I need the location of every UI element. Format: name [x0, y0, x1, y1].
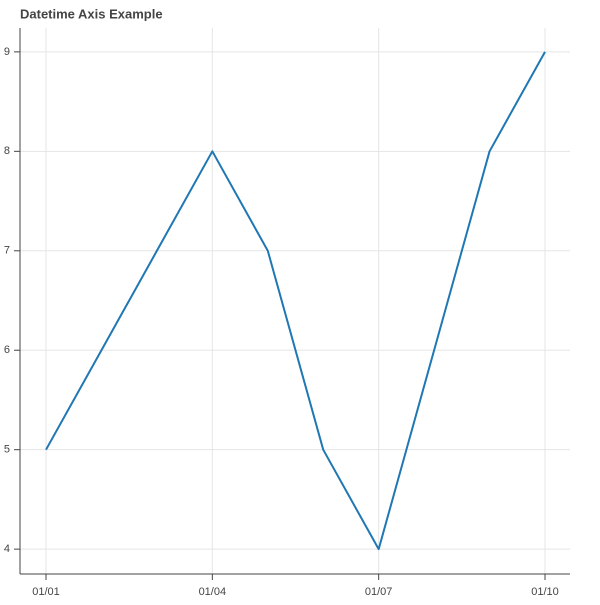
x-tick-label: 01/07 — [365, 586, 393, 598]
line — [45, 51, 546, 551]
x-tick-label: 01/04 — [199, 586, 227, 598]
y-tick-label: 6 — [4, 344, 10, 356]
y-tick-label: 7 — [4, 245, 10, 257]
y-tick-label: 9 — [4, 46, 10, 58]
y-tick-label: 8 — [4, 145, 10, 157]
x-tick-label: 01/10 — [531, 586, 559, 598]
x-tick-label: 01/01 — [32, 586, 60, 598]
chart-title: Datetime Axis Example — [20, 6, 163, 21]
y-tick-label: 4 — [4, 543, 10, 555]
y-tick-label: 5 — [4, 444, 10, 456]
